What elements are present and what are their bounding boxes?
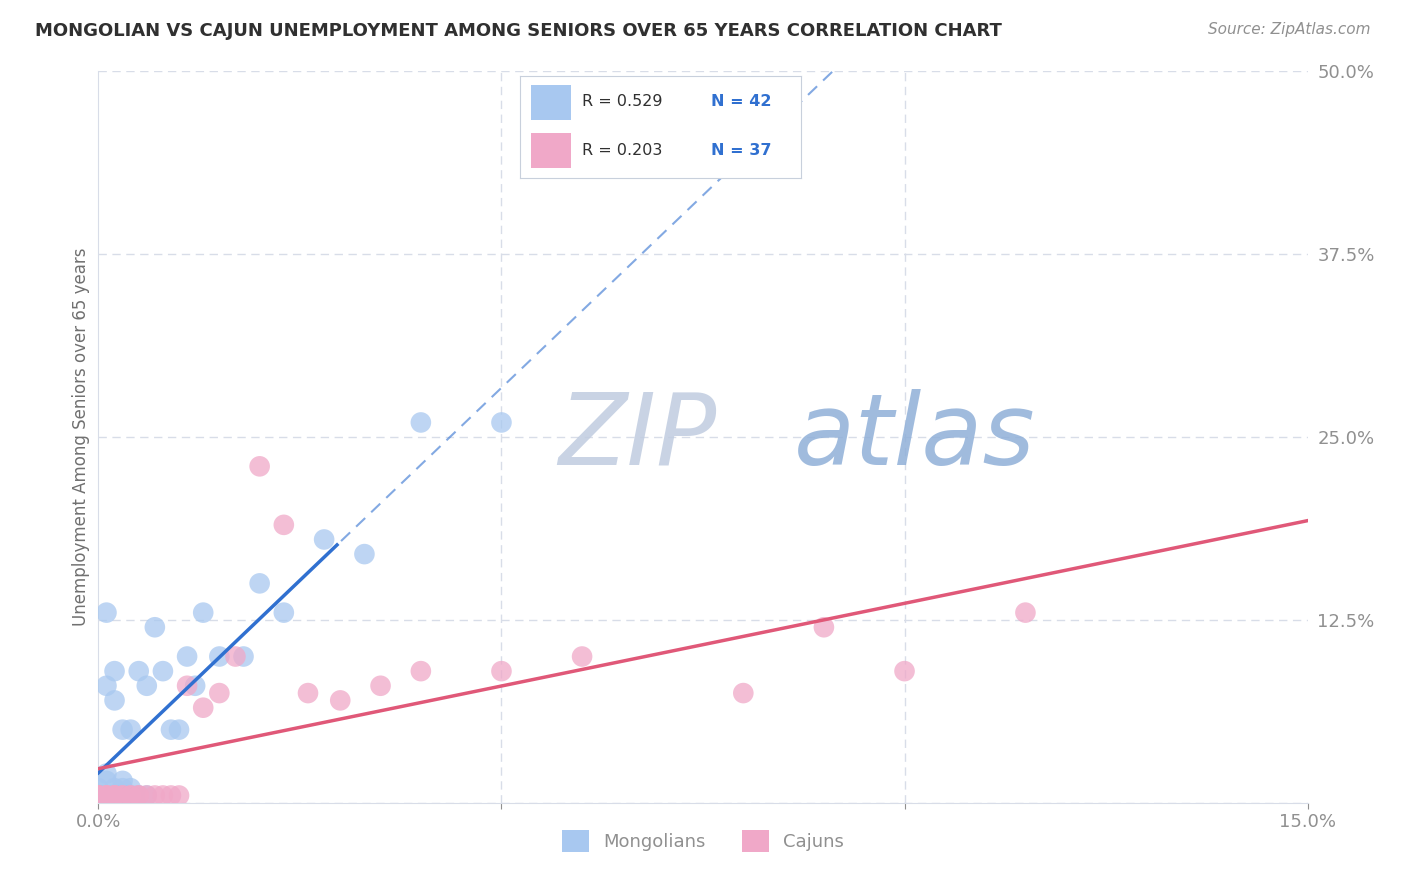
Text: N = 42: N = 42 [711,95,772,110]
Point [87,789,110,803]
Point [111,723,134,737]
Point [111,789,134,803]
Legend: Mongolians, Cajuns: Mongolians, Cajuns [554,823,852,860]
Point [111,789,134,803]
Point [103,781,125,796]
Point [111,773,134,788]
Point [87,789,110,803]
Point [208,686,231,700]
Point [103,789,125,803]
Point [111,789,134,803]
Point [491,664,513,678]
Point [224,649,246,664]
Point [370,679,392,693]
Point [208,649,231,664]
Point [135,789,157,803]
Text: Source: ZipAtlas.com: Source: ZipAtlas.com [1208,22,1371,37]
Point [135,679,157,693]
Point [184,679,207,693]
Point [160,789,183,803]
Point [111,789,134,803]
Point [96,789,118,803]
Point [329,693,352,707]
Point [96,606,118,620]
Point [120,723,142,737]
Text: MONGOLIAN VS CAJUN UNEMPLOYMENT AMONG SENIORS OVER 65 YEARS CORRELATION CHART: MONGOLIAN VS CAJUN UNEMPLOYMENT AMONG SE… [35,22,1002,40]
Point [249,576,271,591]
Point [87,789,110,803]
Point [135,789,157,803]
Point [120,789,142,803]
Point [491,416,513,430]
Text: R = 0.203: R = 0.203 [582,143,662,158]
Point [120,781,142,796]
Point [249,459,271,474]
Point [87,789,110,803]
Point [273,606,295,620]
Text: R = 0.529: R = 0.529 [582,95,662,110]
Point [143,620,166,634]
Point [143,789,166,803]
Point [128,789,150,803]
Point [87,789,110,803]
Point [87,789,110,803]
Point [813,620,835,634]
Text: N = 37: N = 37 [711,143,772,158]
Point [96,766,118,780]
Point [96,679,118,693]
Point [409,416,432,430]
Point [87,789,110,803]
Point [571,649,593,664]
Point [103,664,125,678]
Point [273,517,295,532]
Point [87,781,110,796]
Point [96,773,118,788]
Point [176,679,198,693]
Point [176,649,198,664]
Point [111,781,134,796]
Point [232,649,254,664]
Text: atlas: atlas [793,389,1035,485]
Point [1014,606,1036,620]
Point [120,789,142,803]
Point [409,664,432,678]
Point [128,789,150,803]
Point [353,547,375,561]
Point [893,664,915,678]
Point [120,789,142,803]
Point [160,723,183,737]
Point [103,789,125,803]
Point [103,789,125,803]
Point [103,789,125,803]
Point [103,693,125,707]
Point [96,789,118,803]
Point [103,789,125,803]
Point [297,686,319,700]
Point [167,789,190,803]
Point [314,533,336,547]
Point [128,664,150,678]
Point [87,789,110,803]
Point [167,723,190,737]
Point [193,606,215,620]
Point [96,789,118,803]
Y-axis label: Unemployment Among Seniors over 65 years: Unemployment Among Seniors over 65 years [72,248,90,626]
Bar [531,85,571,120]
Point [193,700,215,714]
Point [96,789,118,803]
Point [733,686,755,700]
Bar [531,133,571,168]
Point [128,789,150,803]
Text: ZIP: ZIP [558,389,716,485]
Point [152,789,174,803]
Point [152,664,174,678]
